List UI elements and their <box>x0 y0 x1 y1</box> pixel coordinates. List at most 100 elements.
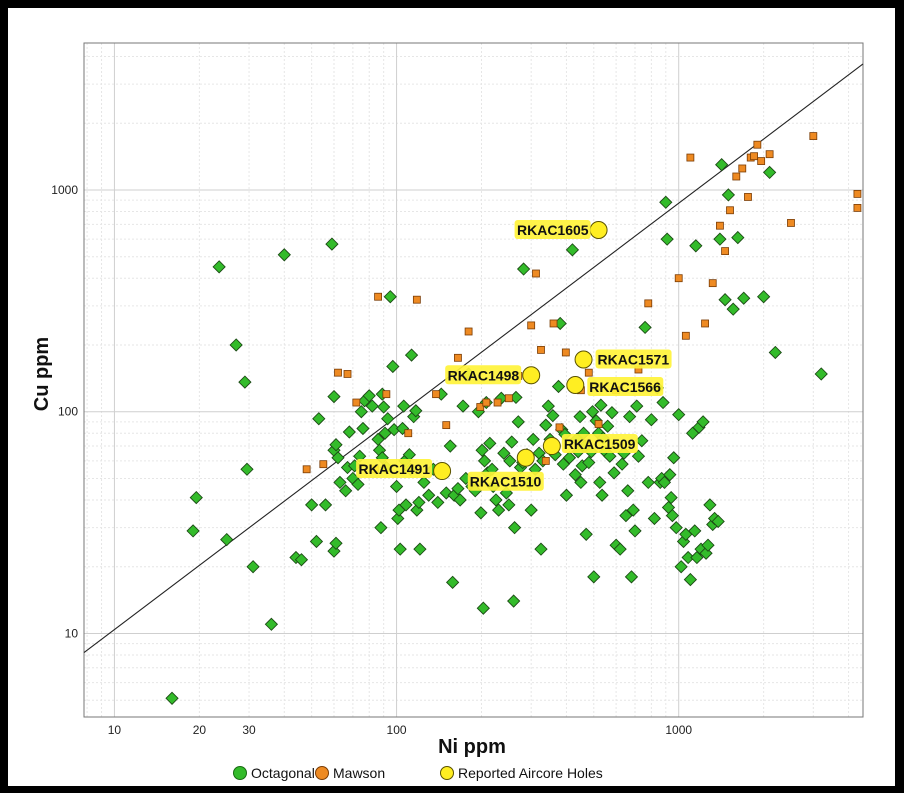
mawson-point <box>504 394 513 403</box>
octagonal-point <box>605 406 619 420</box>
octagonal-point <box>305 498 319 512</box>
octagonal-point <box>731 230 745 245</box>
octagonal-point <box>277 248 291 262</box>
aircore-hole-point <box>574 350 593 369</box>
series-octagonal <box>165 158 828 705</box>
reference-line <box>83 63 864 654</box>
octagonal-point <box>628 524 642 538</box>
octagonal-point <box>474 506 488 520</box>
annotation-label: RKAC1571 <box>598 351 670 367</box>
octagonal-point <box>393 542 407 556</box>
octagonal-point <box>422 488 436 502</box>
octagonal-point <box>354 405 368 419</box>
aircore-hole-point <box>516 448 535 467</box>
octagonal-point <box>516 262 531 276</box>
octagonal-point <box>507 594 521 608</box>
octagonal-point <box>389 479 404 494</box>
octagonal-point <box>711 514 725 529</box>
mawson-point <box>757 157 766 165</box>
octagonal-point <box>445 575 460 589</box>
octagonal-point <box>656 395 670 410</box>
mawson-point <box>787 219 795 227</box>
octagonal-point <box>630 399 644 413</box>
octagonal-point <box>594 398 608 412</box>
mawson-point <box>853 204 862 212</box>
mawson-point <box>493 398 502 407</box>
aircore-hole-point <box>522 366 541 385</box>
octagonal-point <box>624 570 639 584</box>
mawson-point <box>555 423 564 432</box>
octagonal-point <box>638 320 652 335</box>
legend-label: Mawson <box>333 765 385 781</box>
octagonal-point <box>246 560 260 574</box>
octagonal-point <box>683 572 698 587</box>
octagonal-point <box>657 475 672 490</box>
octagonal-point <box>582 455 596 470</box>
plot-area <box>83 42 864 718</box>
octagonal-point <box>674 560 688 574</box>
octagonal-point <box>439 486 453 500</box>
mawson-point <box>352 398 361 407</box>
octagonal-point <box>546 409 560 423</box>
octagonal-point <box>327 389 341 404</box>
mawson-point <box>674 274 683 283</box>
octagonal-point <box>365 399 379 413</box>
annotation-label: RKAC1491 <box>359 461 431 477</box>
octagonal-point <box>551 379 566 394</box>
legend-label: Reported Aircore Holes <box>458 765 603 781</box>
octagonal-point <box>607 466 621 480</box>
legend-swatch <box>440 766 454 780</box>
minor-gridlines <box>84 43 863 717</box>
mawson-point <box>716 221 724 230</box>
octagonal-point <box>526 432 540 447</box>
octagonal-point <box>721 188 736 202</box>
legend-label: Octagonal <box>251 765 315 781</box>
mawson-point <box>527 321 536 330</box>
octagonal-point <box>505 435 519 449</box>
octagonal-point <box>737 291 751 305</box>
octagonal-point <box>397 399 411 413</box>
octagonal-point <box>565 243 580 257</box>
annotation-bg <box>356 459 433 479</box>
octagonal-point <box>562 451 577 465</box>
octagonal-point <box>541 399 555 413</box>
octagonal-point <box>689 239 703 253</box>
mawson-point <box>334 368 342 377</box>
mawson-point <box>454 353 462 362</box>
octagonal-point <box>417 475 431 490</box>
octagonal-point <box>573 410 587 424</box>
octagonal-point <box>431 495 445 510</box>
mawson-point <box>541 457 550 465</box>
hole-annotations: RKAC1605 RKAC1571 RKAC1498 RKAC1566 RKAC1509… <box>356 219 672 491</box>
mawson-point <box>482 398 491 407</box>
mawson-point <box>476 403 485 411</box>
octagonal-point <box>762 165 777 180</box>
octagonal-point <box>318 498 333 512</box>
octagonal-point <box>476 601 490 615</box>
mawson-point <box>584 368 593 377</box>
mawson-point <box>686 153 695 162</box>
octagonal-point <box>399 498 413 512</box>
annotation-label: RKAC1510 <box>470 474 542 490</box>
annotation-bg <box>467 471 544 491</box>
octagonal-point <box>647 511 662 526</box>
octagonal-point <box>574 475 588 490</box>
mawson-point <box>412 295 421 304</box>
octagonal-point <box>229 338 243 352</box>
octagonal-point <box>534 542 548 556</box>
octagonal-point <box>333 475 347 490</box>
octagonal-point <box>631 449 646 463</box>
mawson-point <box>738 164 747 173</box>
octagonal-point <box>524 503 538 517</box>
y-tick-label: 100 <box>58 405 78 419</box>
legend-swatch <box>315 766 329 780</box>
mawson-point <box>708 279 717 288</box>
mawson-point <box>744 193 752 201</box>
octagonal-point <box>294 553 309 567</box>
octagonal-point <box>623 410 637 424</box>
octagonal-point <box>626 503 640 517</box>
octagonal-point <box>664 490 678 505</box>
mawson-point <box>537 345 545 354</box>
octagonal-point <box>456 399 470 413</box>
